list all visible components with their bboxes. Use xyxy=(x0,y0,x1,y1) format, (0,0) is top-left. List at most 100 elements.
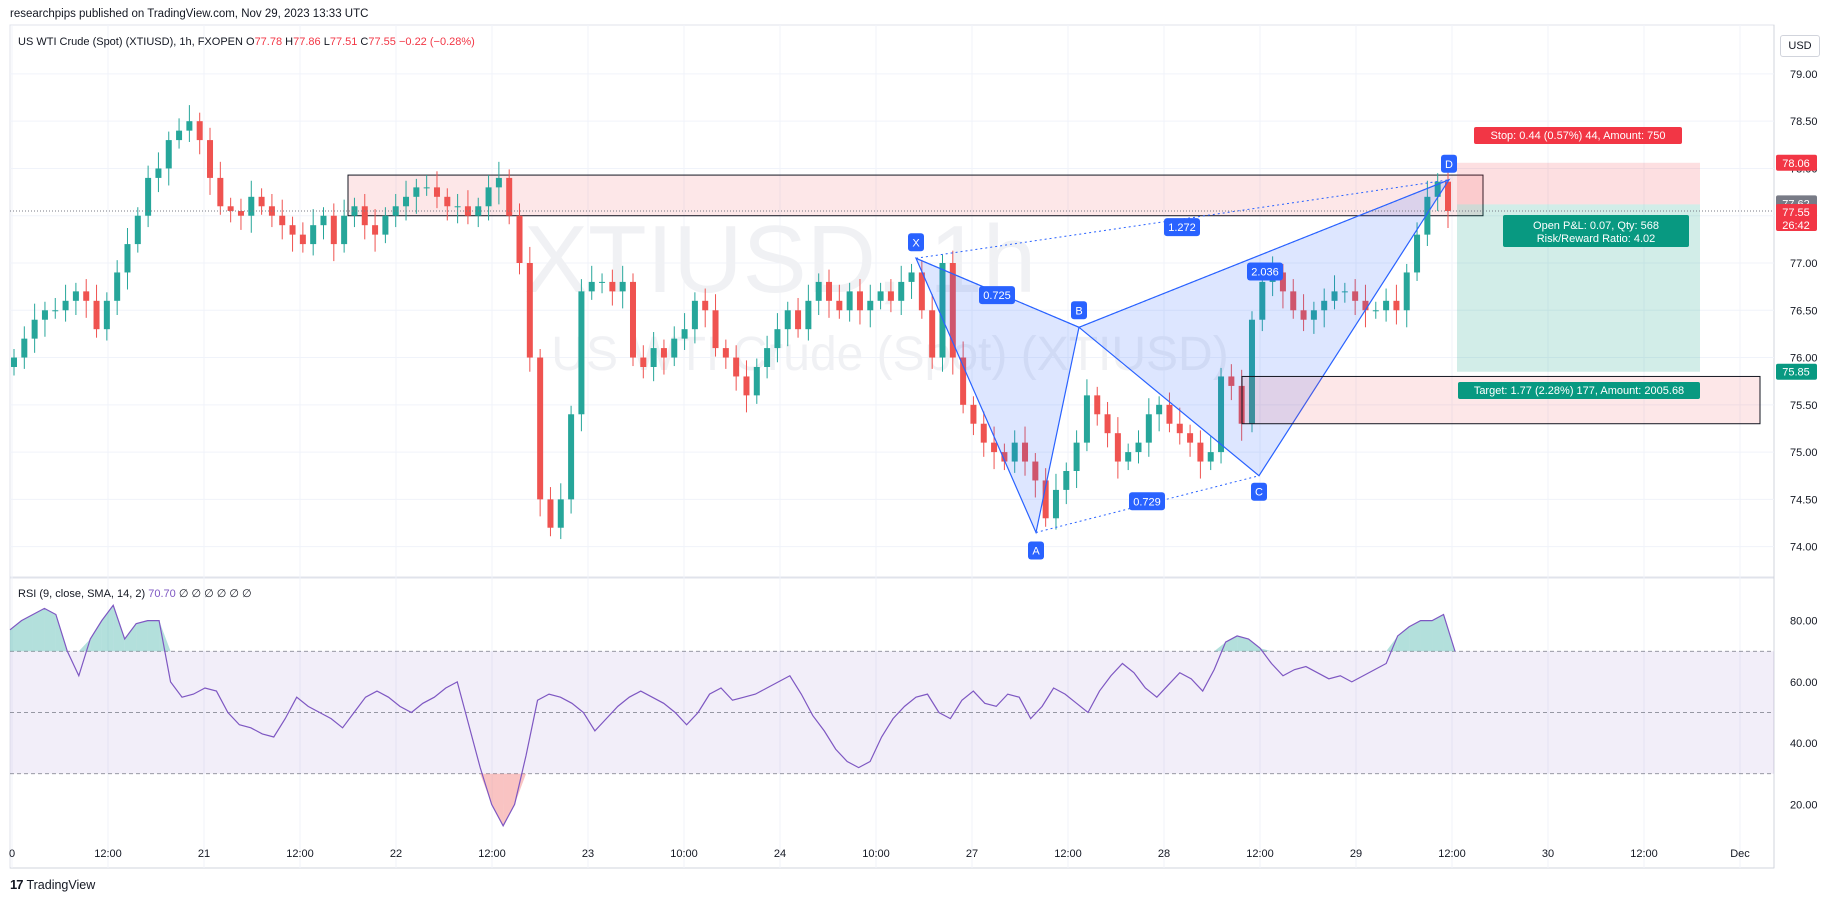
candle-body xyxy=(155,168,162,178)
candle-body xyxy=(836,300,843,311)
candle-body xyxy=(1011,442,1018,462)
candle-body xyxy=(433,187,440,197)
candle-body xyxy=(114,272,121,301)
candle-body xyxy=(722,348,729,358)
candle-body xyxy=(898,281,905,301)
rsi-overbought-fill xyxy=(147,620,160,652)
candle-body xyxy=(1434,181,1441,197)
candle-body xyxy=(1321,300,1328,311)
candle-body xyxy=(165,140,172,169)
candle-body xyxy=(485,187,492,207)
harmonic-point-x: X xyxy=(912,237,920,249)
candle-body xyxy=(72,291,79,301)
stop-zone xyxy=(1457,162,1700,205)
time-tick-label: 12:00 xyxy=(94,848,122,860)
price-tick-label: 77.00 xyxy=(1790,258,1818,270)
price-tick-label: 78.50 xyxy=(1790,116,1818,128)
price-tick-label: 74.50 xyxy=(1790,494,1818,506)
rsi-line xyxy=(9,604,1456,828)
candle-body xyxy=(640,357,647,367)
candle-body xyxy=(1083,395,1090,443)
candle-body xyxy=(134,215,141,245)
candle-body xyxy=(991,442,998,453)
candle-body xyxy=(217,177,224,207)
candle-body xyxy=(939,263,946,358)
time-tick-label: 27 xyxy=(966,848,978,860)
candle-body xyxy=(795,310,802,330)
rsi-overbought-fill xyxy=(113,605,125,652)
candle-body xyxy=(289,225,296,235)
candle-body xyxy=(691,300,698,330)
candle-body xyxy=(1424,196,1431,235)
candle-body xyxy=(227,206,234,211)
candle-body xyxy=(1207,452,1214,462)
candle-body xyxy=(784,310,791,330)
candle-body xyxy=(908,272,915,282)
candle-body xyxy=(1300,310,1307,320)
harmonic-point-box xyxy=(1028,541,1044,560)
candle-body xyxy=(124,244,131,273)
pnl-label: Open P&L: 0.07, Qty: 568 xyxy=(1533,220,1659,232)
target-label: Target: 1.77 (2.28%) 177, Amount: 2005.6… xyxy=(1474,385,1684,397)
candle-body xyxy=(547,499,554,528)
time-tick-label: 30 xyxy=(1542,848,1554,860)
harmonic-ratio-box xyxy=(1247,262,1283,281)
candle-body xyxy=(103,300,110,330)
rsi-overbought-fill xyxy=(1409,620,1421,652)
candle-body xyxy=(1073,442,1080,471)
candle-body xyxy=(11,357,17,367)
candle-body xyxy=(248,196,255,216)
candle-body xyxy=(887,291,894,301)
rsi-tick-label: 60.00 xyxy=(1790,677,1818,689)
candle-body xyxy=(1383,300,1390,311)
candle-body xyxy=(1114,433,1121,462)
time-tick-label: 12:00 xyxy=(1438,848,1466,860)
rsi-oversold-fill xyxy=(480,773,492,805)
currency-button[interactable]: USD xyxy=(1780,35,1820,57)
candle-body xyxy=(1259,281,1266,320)
candle-body xyxy=(1228,376,1235,386)
candle-body xyxy=(619,281,626,292)
rsi-tick-label: 40.00 xyxy=(1790,738,1818,750)
price-pane xyxy=(9,24,1775,578)
candle-body xyxy=(186,121,193,131)
candle-body xyxy=(145,177,152,216)
rsi-overbought-fill xyxy=(21,614,33,652)
candle-body xyxy=(41,310,48,320)
candle-body xyxy=(1341,291,1348,293)
candle-body xyxy=(929,310,936,358)
harmonic-point-box xyxy=(1071,301,1087,320)
candle-body xyxy=(495,177,502,188)
rsi-overbought-fill xyxy=(1237,635,1249,652)
rsi-oversold-fill xyxy=(514,773,527,805)
candle-body xyxy=(609,281,616,292)
candle-body xyxy=(599,281,606,283)
stop-label: Stop: 0.44 (0.57%) 44, Amount: 750 xyxy=(1491,130,1666,142)
candle-body xyxy=(93,300,100,330)
candle-body xyxy=(506,177,513,216)
harmonic-ratio-box xyxy=(1129,492,1165,511)
harmonic-point-box xyxy=(1441,154,1457,173)
candle-body xyxy=(526,263,533,358)
candle-body xyxy=(372,225,379,235)
candle-body xyxy=(712,310,719,349)
harmonic-ratio-box xyxy=(979,286,1015,305)
candle-body xyxy=(207,140,214,178)
time-tick-label: 12:00 xyxy=(1246,848,1274,860)
candle-body xyxy=(764,348,771,367)
target-price-marker-box xyxy=(1776,363,1817,380)
harmonic-bcd-triangle xyxy=(1077,178,1451,477)
rsi-overbought-fill xyxy=(1260,648,1272,652)
candle-body xyxy=(423,187,430,189)
candle-body xyxy=(1145,414,1152,443)
tradingview-brand[interactable]: 17 TradingView xyxy=(10,877,95,892)
candle-body xyxy=(660,348,667,358)
candle-body xyxy=(1372,310,1379,312)
candle-body xyxy=(681,329,688,339)
candle-body xyxy=(1187,433,1194,443)
candle-body xyxy=(1104,414,1111,434)
rsi-overbought-fill xyxy=(44,608,56,652)
candle-body xyxy=(31,319,38,339)
candle-body xyxy=(258,196,265,207)
